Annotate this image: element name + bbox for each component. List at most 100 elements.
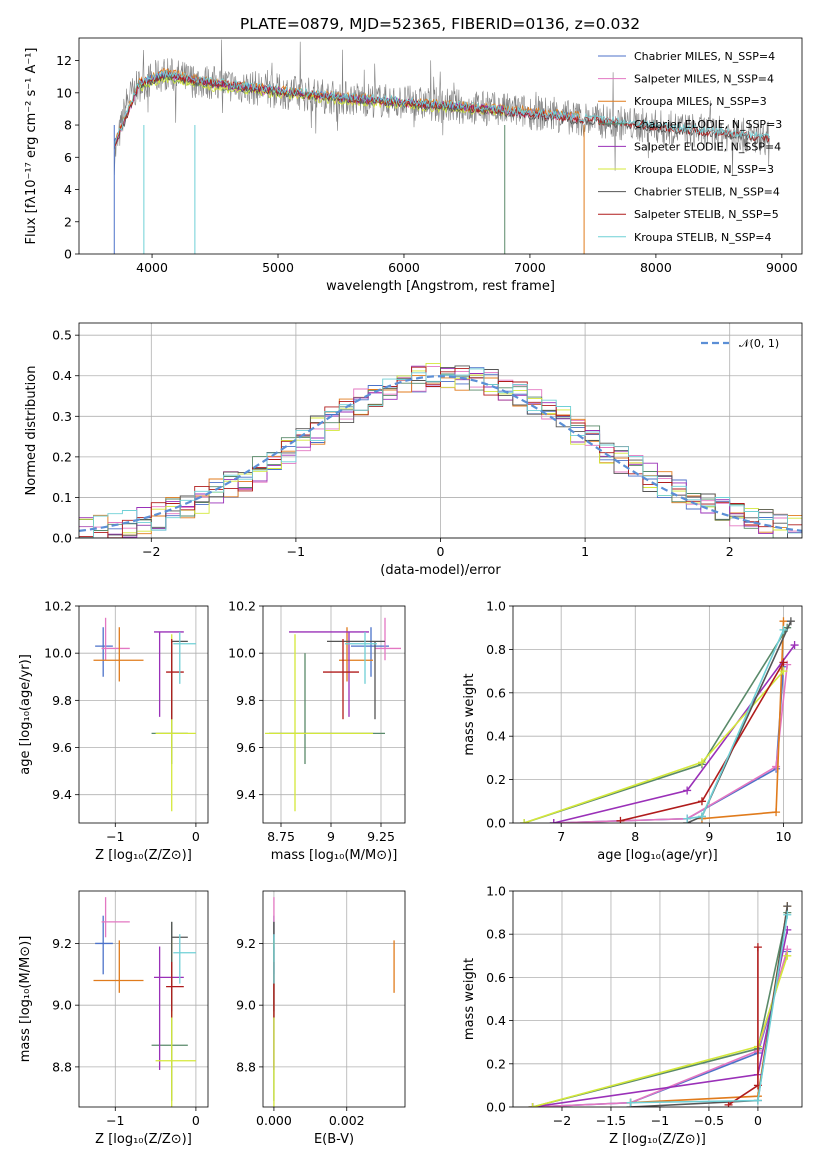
plus-marker (779, 658, 788, 667)
x-tick-label: 0 (192, 1113, 200, 1128)
y-tick-label: 9.2 (52, 936, 72, 951)
plus-marker (697, 758, 706, 767)
y-tick-label: 10.2 (44, 599, 72, 614)
y-tick-label: 0.3 (52, 409, 72, 424)
x-tick-label: 0.000 (256, 1113, 292, 1128)
y-tick-label: 0.6 (486, 970, 506, 985)
y-axis-label: mass weight (462, 958, 477, 1040)
axes-frame (262, 605, 406, 824)
y-tick-label: 10.2 (228, 599, 256, 614)
y-tick-label: 0.0 (486, 1100, 506, 1115)
y-tick-label: 0.2 (486, 1056, 506, 1071)
x-tick-label: 0 (437, 544, 445, 559)
axes-frame (78, 322, 803, 539)
y-tick-label: 12 (56, 53, 72, 68)
y-axis-label: mass weight (462, 673, 477, 755)
plus-marker (549, 819, 558, 823)
plus-marker (697, 797, 706, 806)
y-axis-label: age [log₁₀(age/yr)] (18, 654, 33, 775)
axes-frame (78, 37, 803, 255)
y-axis-label: Normed distribution (24, 366, 39, 496)
y-tick-label: 0.0 (52, 531, 72, 546)
x-tick-label: 0 (754, 1113, 762, 1128)
mass-weight-line (523, 670, 785, 823)
y-tick-label: 0.2 (52, 449, 72, 464)
y-tick-label: 0.6 (486, 685, 506, 700)
plot-area (528, 902, 792, 1107)
x-tick-label: 9 (705, 829, 713, 844)
x-tick-label: 8.75 (267, 829, 295, 844)
age-vs-mass-panel: 8.75 9 9.25 9.4 9.6 9.8 10.0 10.2 mass [log₁₀(M/… (228, 599, 406, 863)
y-tick-label: 9.4 (52, 787, 72, 802)
grid (79, 605, 208, 823)
plus-marker (626, 1098, 635, 1107)
plus-marker (683, 814, 692, 823)
plus-marker (724, 1100, 733, 1107)
plot-area (520, 617, 799, 823)
grid (263, 605, 405, 823)
x-axis-label: E(B-V) (314, 1132, 354, 1147)
plus-marker (772, 808, 781, 817)
plus-marker (528, 1103, 537, 1107)
plot-area (273, 897, 395, 1107)
age-vs-Z-panel: −1 0 9.4 9.6 9.8 10.0 10.2 Z [log₁₀(Z/Z⊙)] age [… (18, 599, 209, 863)
x-tick-label: 0 (192, 829, 200, 844)
plot-area (113, 39, 770, 254)
plus-marker (779, 617, 788, 626)
y-tick-label: 10 (56, 85, 72, 100)
y-tick-label: 0.2 (486, 772, 506, 787)
normal-curve (79, 375, 802, 532)
y-tick-label: 10.0 (44, 646, 72, 661)
y-axis-label: Flux [fλ10⁻¹⁷ erg cm⁻² s⁻¹ A⁻¹] (24, 48, 39, 245)
legend-entry: Salpeter MILES, N_SSP=4 (634, 73, 774, 86)
massweight-vs-age-panel: 7 8 9 10 0.0 0.2 0.4 0.6 0.8 1.0 age [log₁₀(age/yr… (462, 599, 803, 863)
y-tick-label: 0.1 (52, 490, 72, 505)
histogram-steps (79, 362, 802, 538)
grid (79, 323, 802, 539)
y-tick-label: 0.4 (52, 368, 72, 383)
y-tick-label: 6 (64, 150, 72, 165)
legend-entry: Chabrier ELODIE, N_SSP=3 (634, 118, 782, 131)
plot-area (79, 362, 802, 538)
axes-frame (78, 605, 209, 824)
legend-entry: Chabrier MILES, N_SSP=4 (634, 50, 775, 63)
axes-frame (262, 890, 406, 1108)
x-tick-label: 9.25 (367, 829, 395, 844)
x-tick-label: 2 (726, 544, 734, 559)
mass-weight-line (553, 644, 796, 823)
x-axis-label: age [log₁₀(age/yr)] (597, 848, 718, 863)
axes-frame (512, 890, 803, 1108)
x-tick-label: 9000 (766, 260, 798, 275)
plot-area (93, 617, 196, 812)
x-tick-label: 8000 (640, 260, 672, 275)
x-axis-label: (data-model)/error (380, 563, 501, 578)
x-tick-label: −2 (142, 544, 160, 559)
plot-area (265, 617, 401, 812)
mass-vs-ebv-panel: 0.000 0.002 8.8 9.0 9.2 E(B-V) (236, 890, 406, 1147)
plus-marker (697, 812, 706, 821)
grid (263, 891, 405, 1107)
y-tick-label: 9.0 (236, 998, 256, 1013)
y-tick-label: 0.4 (486, 729, 506, 744)
axes-frame (512, 605, 803, 824)
grid (513, 605, 802, 824)
y-tick-label: 0.8 (486, 642, 506, 657)
x-tick-label: 6000 (388, 260, 420, 275)
histogram-steps (79, 368, 802, 538)
legend-entry: Kroupa STELIB, N_SSP=4 (634, 231, 772, 244)
plus-marker (786, 617, 795, 626)
legend-entry: Salpeter ELODIE, N_SSP=4 (634, 140, 781, 153)
y-tick-label: 9.8 (52, 693, 72, 708)
plus-marker (753, 1096, 762, 1105)
plus-marker (790, 641, 799, 650)
plus-marker (783, 951, 792, 960)
residual-hist-panel: −2 −1 0 1 2 0.0 0.1 0.2 0.3 0.4 0.5 (data-model)/er… (24, 322, 803, 578)
mass-weight-line (553, 664, 788, 823)
mass-weight-line (728, 947, 759, 1106)
y-tick-label: 0 (64, 247, 72, 262)
massweight-vs-Z-panel: −2 −1.5 −1 −0.5 0 0.0 0.2 0.4 0.6 0.8 1.0 Z [log₁₀(… (462, 884, 803, 1147)
mass-weight-line (686, 620, 792, 823)
x-axis-label: Z [log₁₀(Z/Z⊙)] (95, 1132, 192, 1147)
x-tick-label: 8 (631, 829, 639, 844)
